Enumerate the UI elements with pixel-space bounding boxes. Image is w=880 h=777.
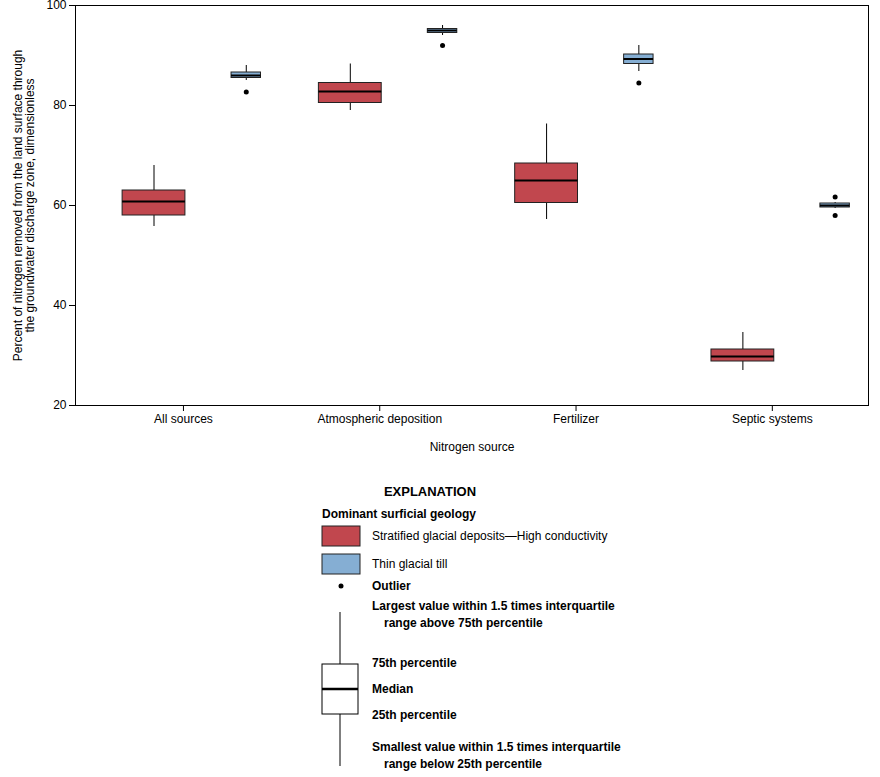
svg-text:25th percentile: 25th percentile (372, 708, 457, 722)
svg-text:Fertilizer: Fertilizer (553, 412, 599, 426)
svg-text:Smallest value within 1.5 time: Smallest value within 1.5 times interqua… (372, 740, 621, 754)
svg-text:Nitrogen source: Nitrogen source (430, 440, 515, 454)
svg-text:Largest value within 1.5 times: Largest value within 1.5 times interquar… (372, 599, 615, 613)
svg-text:Median: Median (372, 682, 413, 696)
svg-text:75th percentile: 75th percentile (372, 656, 457, 670)
svg-text:range above 75th percentile: range above 75th percentile (384, 616, 543, 630)
svg-text:EXPLANATION: EXPLANATION (384, 484, 476, 499)
svg-text:Atmospheric deposition: Atmospheric deposition (317, 412, 442, 426)
svg-text:Septic systems: Septic systems (732, 412, 813, 426)
svg-text:Dominant surficial geology: Dominant surficial geology (322, 507, 476, 521)
svg-text:Stratified glacial deposits—Hi: Stratified glacial deposits—High conduct… (372, 529, 607, 543)
svg-text:60: 60 (53, 198, 67, 212)
svg-text:40: 40 (53, 298, 67, 312)
svg-text:range below 25th percentile: range below 25th percentile (384, 757, 542, 771)
svg-text:Outlier: Outlier (372, 579, 411, 593)
svg-text:All sources: All sources (154, 412, 213, 426)
svg-text:20: 20 (53, 398, 67, 412)
svg-text:100: 100 (46, 0, 66, 12)
svg-text:80: 80 (53, 98, 67, 112)
svg-text:Thin glacial till: Thin glacial till (372, 557, 447, 571)
svg-text:Percent of nitrogen removed fr: Percent of nitrogen removed from the lan… (11, 50, 37, 362)
